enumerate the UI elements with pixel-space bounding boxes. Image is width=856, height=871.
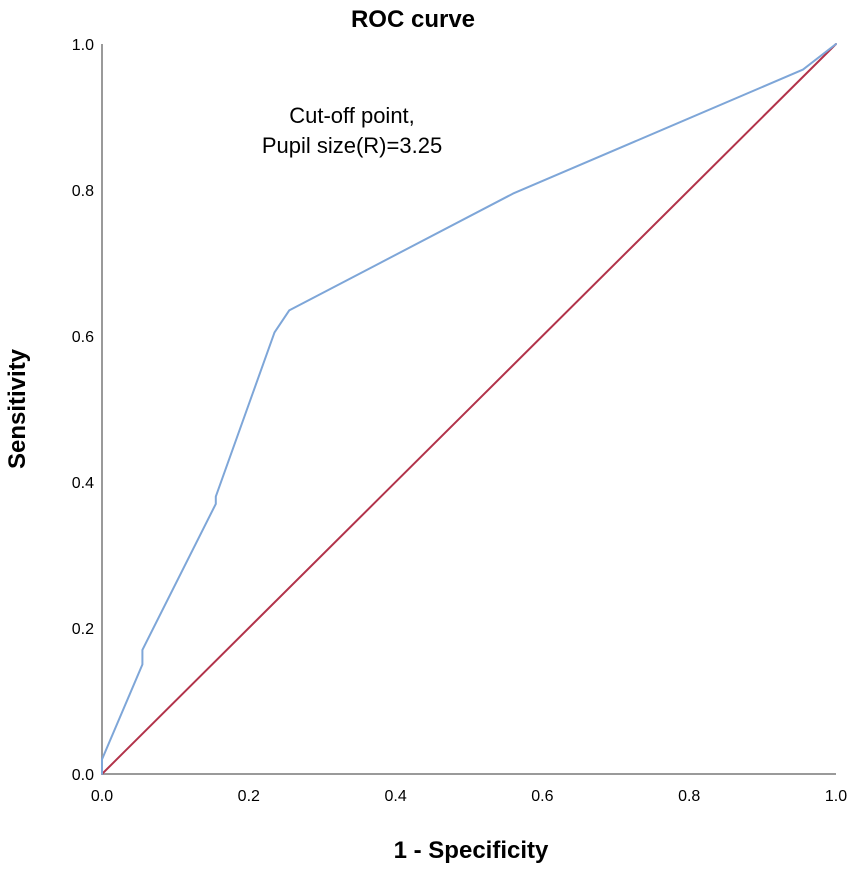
y-axis-label: Sensitivity bbox=[4, 348, 31, 469]
x-axis-label: 1 - Specificity bbox=[394, 837, 549, 864]
x-tick-label: 0.0 bbox=[91, 788, 113, 805]
x-tick-label: 0.4 bbox=[384, 788, 406, 805]
reference-diagonal-line bbox=[101, 43, 837, 775]
x-tick-label: 0.6 bbox=[531, 788, 553, 805]
y-tick-label: 0.2 bbox=[72, 621, 94, 638]
y-tick-label: 0.6 bbox=[72, 329, 94, 346]
y-tick-label: 0.4 bbox=[72, 475, 94, 492]
x-tick-label: 0.2 bbox=[238, 788, 260, 805]
y-tick-labels: 0.0 0.2 0.4 0.6 0.8 1.0 bbox=[72, 37, 94, 784]
x-tick-labels: 0.0 0.2 0.4 0.6 0.8 1.0 bbox=[91, 788, 847, 805]
y-tick-label: 0.0 bbox=[72, 767, 94, 784]
annotation-line-1: Cut-off point, bbox=[289, 103, 415, 128]
x-tick-label: 1.0 bbox=[825, 788, 847, 805]
roc-curve-line bbox=[101, 43, 837, 775]
annotation-line-2: Pupil size(R)=3.25 bbox=[262, 133, 442, 158]
y-tick-label: 1.0 bbox=[72, 37, 94, 54]
chart-title: ROC curve bbox=[351, 6, 475, 33]
y-tick-label: 0.8 bbox=[72, 183, 94, 200]
x-tick-label: 0.8 bbox=[678, 788, 700, 805]
series-layer bbox=[101, 43, 837, 775]
axes bbox=[101, 44, 836, 775]
